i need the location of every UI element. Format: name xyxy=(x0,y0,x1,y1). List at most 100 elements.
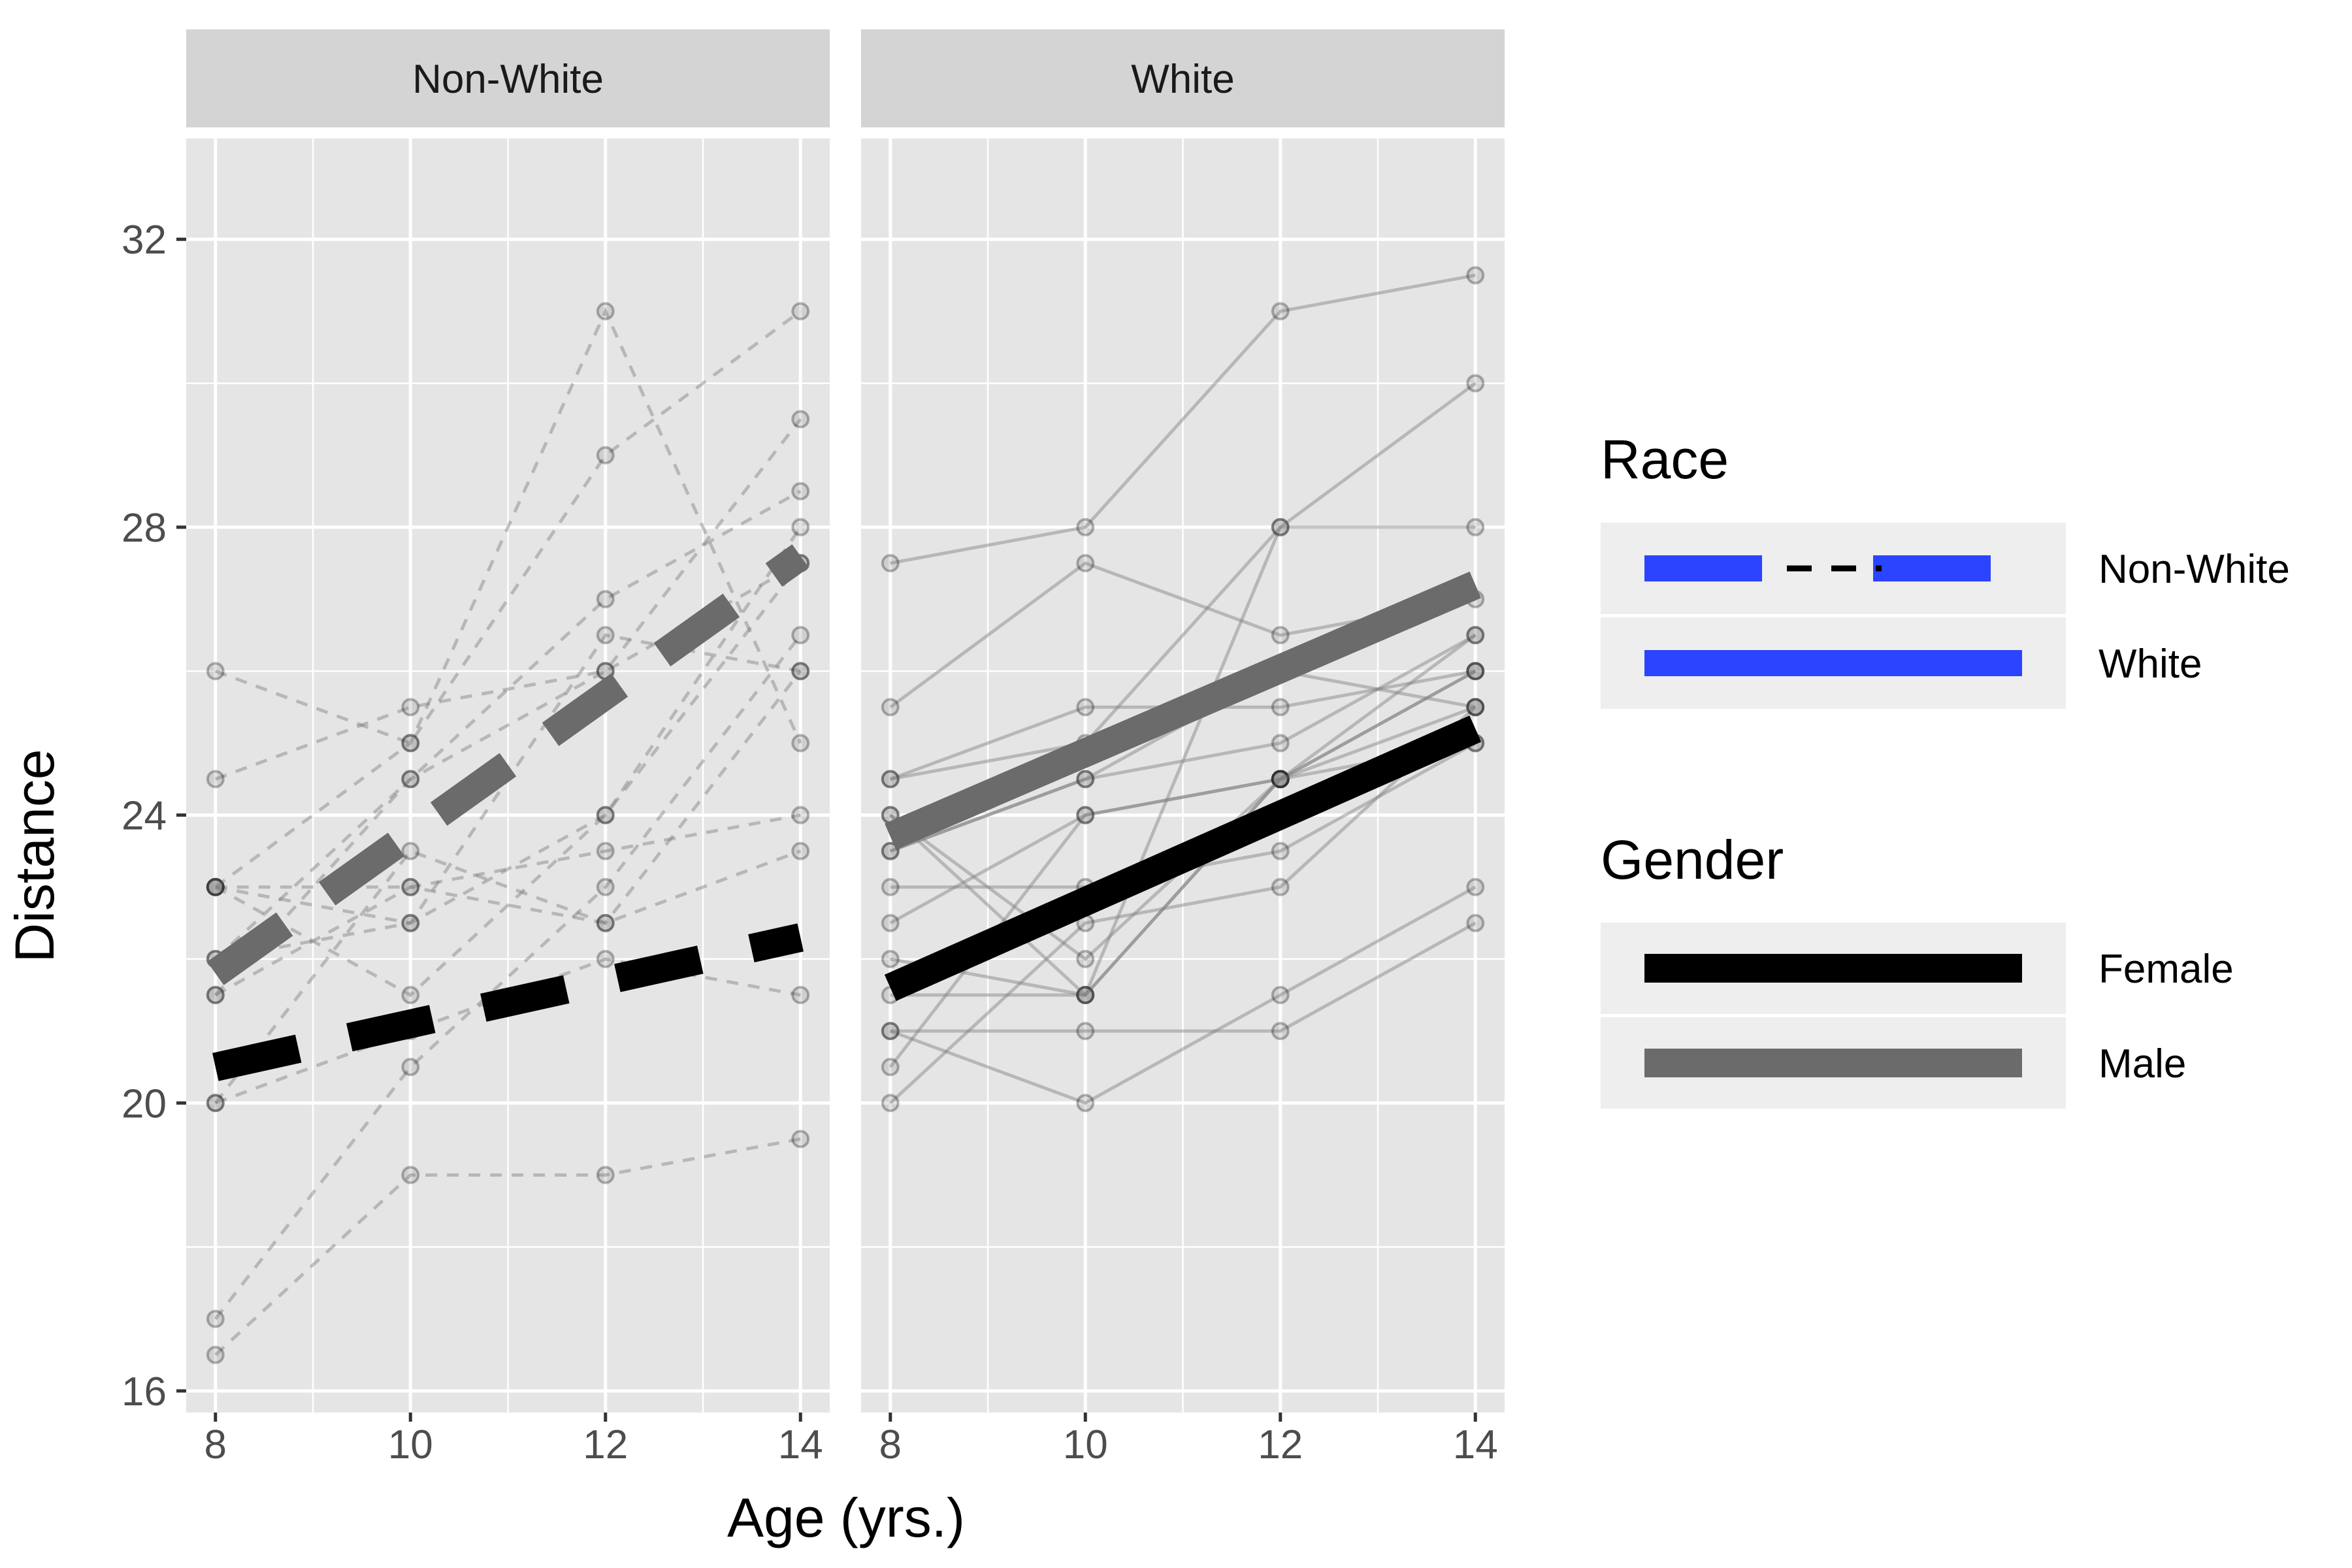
data-point xyxy=(791,986,810,1005)
mean-line-female xyxy=(212,923,804,1081)
data-point xyxy=(1466,662,1485,681)
data-point xyxy=(1466,698,1485,717)
data-point xyxy=(206,986,225,1005)
data-point xyxy=(1271,770,1290,789)
data-point xyxy=(1076,949,1095,968)
data-point xyxy=(881,841,900,860)
y-axis-title: Distance xyxy=(4,749,65,963)
data-point xyxy=(1271,770,1290,789)
data-point xyxy=(1466,698,1485,717)
legend-title-race: Race xyxy=(1601,429,1729,490)
data-point xyxy=(1076,1094,1095,1113)
data-point xyxy=(206,1094,225,1113)
data-point xyxy=(596,806,615,825)
data-point xyxy=(1271,302,1290,321)
facet-label: Non-White xyxy=(412,57,604,102)
data-point xyxy=(1076,770,1095,789)
data-point xyxy=(791,1130,810,1149)
individual-line-3 xyxy=(215,562,802,925)
data-point xyxy=(401,698,420,717)
legend-label: Non-White xyxy=(2099,547,2290,592)
legend-label: White xyxy=(2099,642,2202,687)
x-tick-label: 14 xyxy=(1453,1422,1498,1467)
data-point xyxy=(206,877,225,896)
data-point xyxy=(596,949,615,968)
data-point xyxy=(881,1022,900,1041)
data-point xyxy=(596,302,615,321)
data-point xyxy=(206,986,225,1005)
data-point xyxy=(881,554,900,572)
x-tick-label: 14 xyxy=(778,1422,823,1467)
data-point xyxy=(1271,877,1290,896)
data-point xyxy=(1271,770,1290,789)
facet-strip xyxy=(186,29,830,127)
individual-line-16 xyxy=(889,705,1477,998)
individual-line-10 xyxy=(889,885,1477,1105)
data-point xyxy=(1271,734,1290,753)
data-point xyxy=(1076,986,1095,1005)
x-tick-label: 10 xyxy=(1063,1422,1108,1467)
data-point xyxy=(401,770,420,789)
data-point xyxy=(401,734,420,753)
data-point xyxy=(881,913,900,932)
data-point xyxy=(1076,517,1095,536)
data-point xyxy=(791,662,810,681)
data-point xyxy=(596,913,615,932)
data-point xyxy=(1466,517,1485,536)
individual-line-13 xyxy=(214,1137,801,1356)
data-point xyxy=(1466,626,1485,645)
data-point xyxy=(401,877,420,896)
data-point xyxy=(881,770,900,789)
individual-line-5 xyxy=(890,525,1476,781)
individual-line-4 xyxy=(215,813,801,889)
data-point xyxy=(1271,517,1290,536)
data-point xyxy=(206,877,225,896)
data-point xyxy=(401,913,420,932)
y-tick-label: 16 xyxy=(122,1369,167,1414)
x-tick-label: 12 xyxy=(1258,1422,1303,1467)
y-tick-label: 20 xyxy=(122,1081,167,1126)
data-point xyxy=(1076,986,1095,1005)
data-point xyxy=(596,806,615,825)
data-point xyxy=(881,877,900,896)
individual-line-1 xyxy=(890,273,1476,565)
data-point xyxy=(1271,841,1290,860)
data-point xyxy=(1076,698,1095,717)
data-point xyxy=(596,446,615,465)
facet-strip xyxy=(861,29,1505,127)
individual-line-1 xyxy=(214,310,802,745)
individual-line-6 xyxy=(214,418,802,960)
data-point xyxy=(791,517,810,536)
data-point xyxy=(791,302,810,321)
data-point xyxy=(596,841,615,860)
data-point xyxy=(1076,986,1095,1005)
x-tick-label: 8 xyxy=(204,1422,227,1467)
individual-line-13 xyxy=(889,706,1477,1105)
legend: Race Non-White White Gender Female Male xyxy=(1601,429,2290,1109)
data-point xyxy=(1076,806,1095,825)
data-point xyxy=(206,1345,225,1364)
data-point xyxy=(401,877,420,896)
data-point xyxy=(596,1166,615,1184)
data-point xyxy=(791,841,810,860)
x-tick-label: 8 xyxy=(879,1422,902,1467)
data-point xyxy=(791,482,810,500)
panel-white: White xyxy=(861,29,1505,1413)
data-point xyxy=(1271,698,1290,717)
data-point xyxy=(1466,374,1485,393)
data-point xyxy=(401,734,420,753)
x-tick-label: 12 xyxy=(583,1422,628,1467)
panel-non-white: Non-White xyxy=(186,29,830,1413)
individual-line-14 xyxy=(214,307,802,889)
mean-line-male xyxy=(206,544,809,985)
data-point xyxy=(791,734,810,753)
data-point xyxy=(881,841,900,860)
data-point xyxy=(1466,266,1485,285)
data-point xyxy=(596,877,615,896)
facet-label: White xyxy=(1131,57,1234,102)
data-point xyxy=(1076,554,1095,572)
individual-line-11 xyxy=(890,921,1477,1033)
individual-line-8 xyxy=(889,670,1477,925)
data-point xyxy=(881,1094,900,1113)
data-point xyxy=(1076,806,1095,825)
